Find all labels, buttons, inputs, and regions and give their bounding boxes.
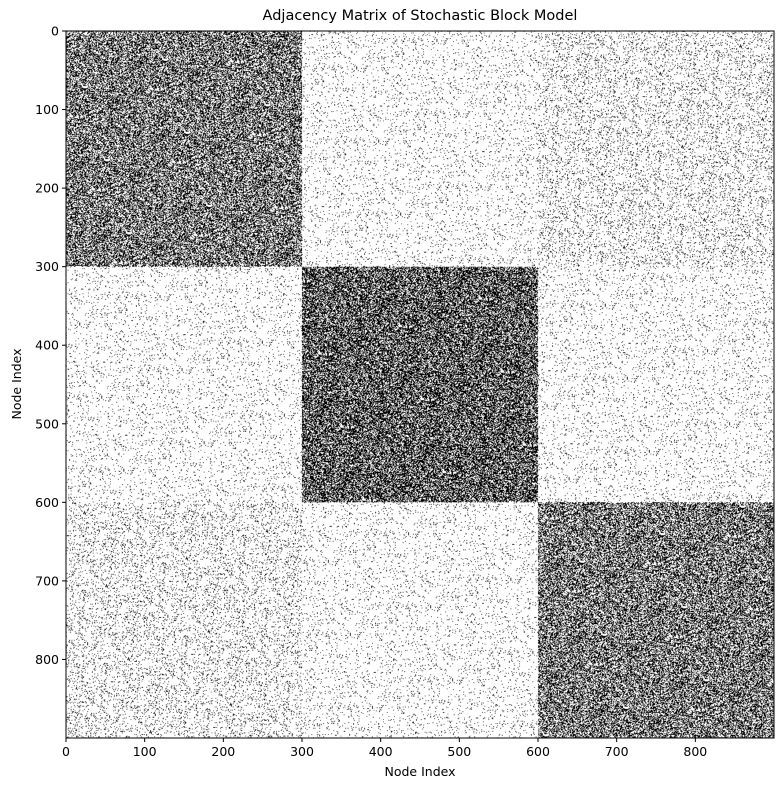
y-tick-label: 200 (35, 181, 59, 196)
x-tick-label: 0 (62, 744, 70, 759)
y-tick-label: 0 (51, 24, 59, 39)
x-tick-label: 200 (211, 744, 235, 759)
x-tick-label: 500 (447, 744, 471, 759)
x-tick-label: 600 (526, 744, 550, 759)
chart-title: Adjacency Matrix of Stochastic Block Mod… (263, 8, 578, 24)
y-tick-label: 600 (35, 495, 59, 510)
y-axis: 0 100 200 300 400 500 600 700 800 (35, 24, 66, 667)
x-tick-label: 100 (133, 744, 157, 759)
x-tick-label: 700 (605, 744, 629, 759)
x-axis-label: Node Index (384, 764, 455, 779)
adjacency-matrix-image (66, 31, 774, 738)
plot-frame (65, 30, 775, 739)
y-tick-label: 100 (35, 102, 59, 117)
plot-area (65, 30, 775, 739)
y-tick-label: 400 (35, 338, 59, 353)
y-tick-label: 300 (35, 259, 59, 274)
x-tick-label: 400 (369, 744, 393, 759)
y-axis-label: Node Index (9, 348, 24, 419)
y-tick-label: 700 (35, 573, 59, 588)
x-tick-label: 300 (290, 744, 314, 759)
x-tick-label: 800 (683, 744, 707, 759)
y-tick-label: 500 (35, 416, 59, 431)
y-tick-label: 800 (35, 652, 59, 667)
x-axis: 0 100 200 300 400 500 600 700 800 (62, 738, 707, 759)
